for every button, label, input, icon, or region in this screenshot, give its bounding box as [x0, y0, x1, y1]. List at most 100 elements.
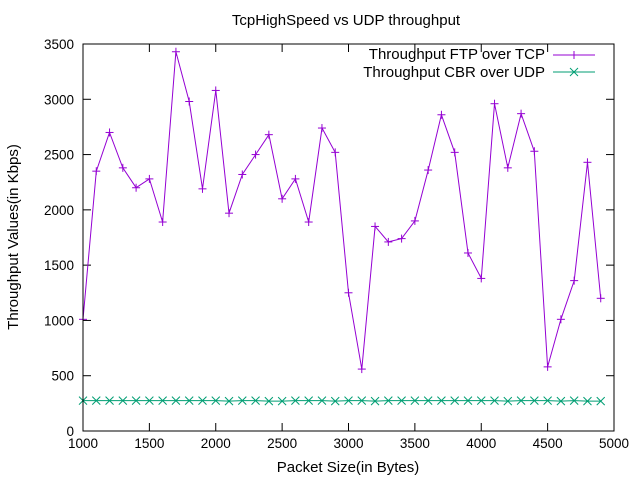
y-axis-ticks: 0 500 1000 1500 2000 2500 3000 3500 — [44, 37, 614, 439]
data-point — [184, 396, 194, 405]
y-tick-label: 3500 — [44, 37, 74, 52]
data-point — [424, 166, 433, 175]
x-tick-label: 3000 — [333, 436, 363, 451]
x-tick-label: 2000 — [201, 436, 231, 451]
legend-label-cbr: Throughput CBR over UDP — [363, 64, 545, 81]
data-point — [132, 183, 141, 192]
data-point — [237, 396, 247, 405]
data-point — [371, 222, 380, 231]
data-point — [357, 396, 367, 405]
series-ftp-tcp — [79, 47, 605, 374]
series-cbr-udp — [78, 396, 606, 406]
data-point — [238, 170, 247, 179]
data-point — [198, 396, 207, 405]
data-point — [476, 396, 486, 405]
data-point — [304, 218, 313, 227]
data-point — [304, 396, 314, 405]
data-point — [158, 218, 167, 227]
data-point — [251, 150, 260, 159]
legend: Throughput FTP over TCP Throughput CBR o… — [363, 46, 595, 81]
data-point — [277, 396, 287, 406]
data-point — [118, 163, 127, 172]
series-layer — [78, 47, 606, 406]
data-point — [145, 174, 154, 183]
data-point — [171, 396, 181, 405]
y-tick-label: 2000 — [44, 203, 74, 218]
x-tick-label: 2500 — [267, 436, 297, 451]
data-point — [105, 128, 114, 137]
data-point — [543, 396, 552, 405]
data-point — [317, 396, 327, 405]
data-point — [317, 124, 326, 133]
data-point — [224, 396, 234, 406]
data-point — [529, 396, 539, 405]
data-point — [331, 148, 340, 157]
data-point — [264, 130, 273, 139]
plot-frame — [82, 43, 615, 432]
x-tick-label: 4000 — [466, 436, 496, 451]
data-point — [105, 396, 114, 405]
data-point — [397, 234, 406, 243]
data-point — [211, 86, 220, 95]
data-point — [118, 396, 128, 405]
y-tick-label: 3000 — [44, 92, 74, 107]
data-point — [477, 274, 486, 283]
data-point — [569, 396, 579, 405]
data-point — [450, 396, 460, 405]
data-point — [463, 248, 472, 257]
data-point — [530, 147, 539, 156]
data-point — [397, 396, 406, 405]
y-tick-label: 1500 — [44, 258, 74, 273]
data-point — [344, 396, 353, 405]
data-point — [583, 396, 592, 406]
legend-label-ftp: Throughput FTP over TCP — [369, 46, 545, 63]
data-point — [330, 396, 340, 406]
data-point — [503, 396, 513, 406]
data-point — [145, 396, 154, 405]
series-line — [83, 400, 601, 402]
data-point — [225, 209, 234, 218]
data-point — [383, 396, 393, 405]
data-point — [517, 109, 526, 118]
data-point — [463, 396, 473, 405]
data-point — [490, 396, 499, 405]
data-point — [570, 276, 579, 285]
data-point — [423, 396, 433, 405]
y-axis-title: Throughput Values(in Kbps) — [5, 144, 22, 330]
x-tick-label: 1500 — [134, 436, 164, 451]
x-tick-label: 1000 — [68, 436, 98, 451]
data-point — [437, 396, 446, 405]
data-point — [291, 174, 300, 183]
data-point — [278, 194, 287, 203]
data-point — [410, 396, 420, 405]
data-point — [384, 237, 393, 246]
x-tick-label: 5000 — [599, 436, 629, 451]
chart-title: TcpHighSpeed vs UDP throughput — [232, 12, 461, 29]
y-tick-label: 2500 — [44, 148, 74, 163]
data-point — [583, 158, 592, 167]
data-point — [357, 365, 366, 374]
data-point — [490, 99, 499, 108]
data-point — [450, 148, 459, 157]
data-point — [251, 396, 260, 405]
data-point — [171, 47, 180, 56]
legend-marker-cbr — [569, 67, 579, 77]
data-point — [596, 294, 605, 303]
data-point — [344, 288, 353, 297]
series-line — [82, 51, 602, 370]
x-tick-label: 3500 — [400, 436, 430, 451]
y-tick-label: 1000 — [44, 313, 74, 328]
data-point — [503, 163, 512, 172]
data-point — [410, 216, 419, 225]
data-point — [198, 184, 207, 193]
data-point — [543, 362, 552, 371]
data-point — [556, 315, 565, 324]
x-tick-label: 4500 — [533, 436, 563, 451]
data-point — [370, 396, 380, 406]
data-point — [185, 97, 194, 106]
data-point — [158, 396, 168, 405]
data-point — [211, 396, 221, 405]
data-point — [556, 396, 566, 406]
legend-marker-ftp — [570, 51, 578, 59]
